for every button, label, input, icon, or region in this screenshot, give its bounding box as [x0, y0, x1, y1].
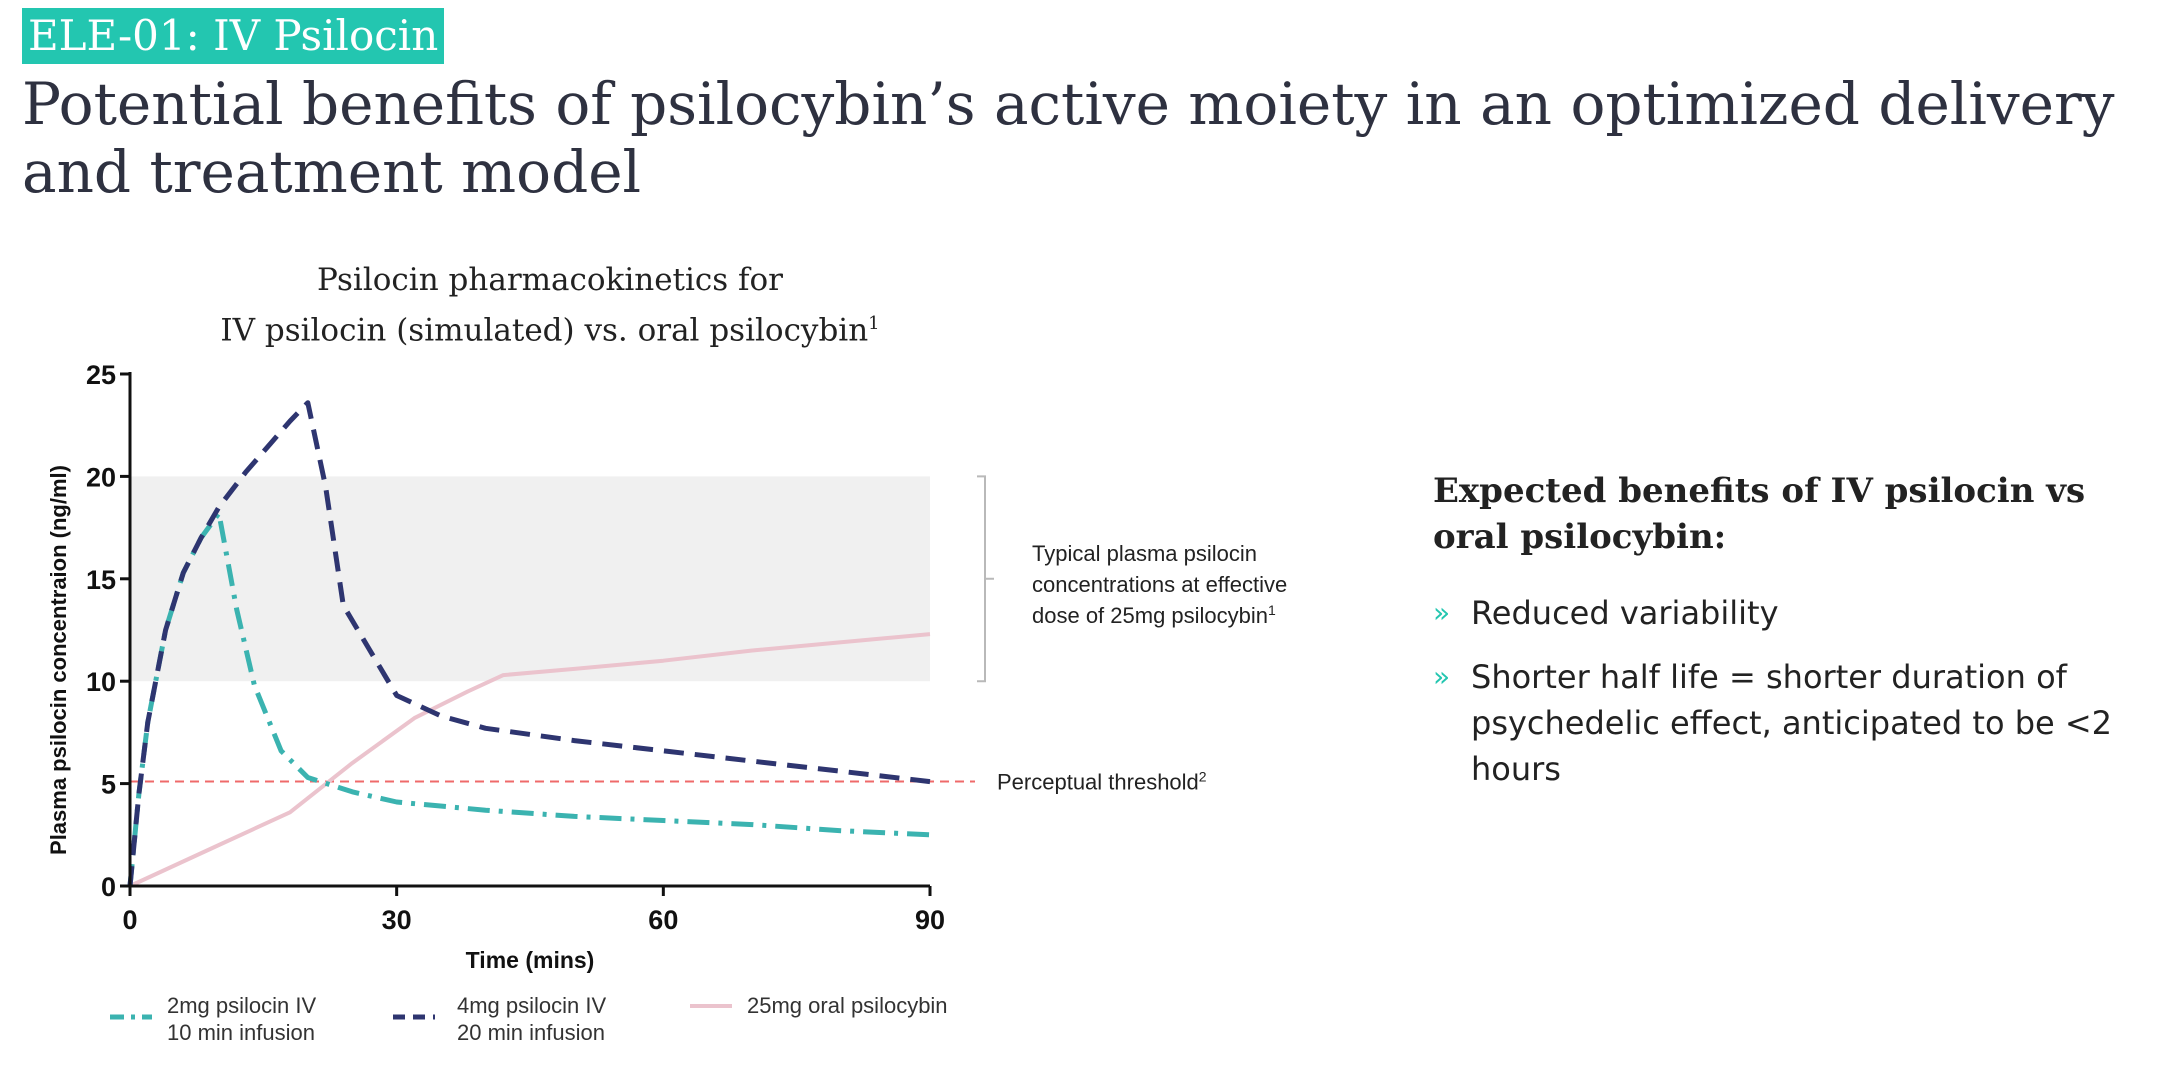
benefits-panel: Expected benefits of IV psilocin vs oral… [1433, 468, 2133, 810]
y-tick-label: 0 [101, 872, 116, 902]
x-tick-label: 30 [382, 905, 412, 935]
y-tick-label: 25 [86, 360, 116, 390]
y-axis-title: Plasma psilocin concentraion (ng/ml) [46, 465, 71, 855]
y-tick-label: 20 [86, 462, 116, 492]
benefits-list: » Reduced variability » Shorter half lif… [1433, 590, 2133, 792]
threshold-label: Perceptual threshold2 [997, 769, 1207, 795]
x-tick-label: 60 [648, 905, 678, 935]
legend-label-1-line-2: 20 min infusion [457, 1020, 605, 1045]
x-tick-label: 0 [122, 905, 137, 935]
legend-label-1: 4mg psilocin IV [457, 993, 607, 1018]
band-label-line: dose of 25mg psilocybin1 [1032, 602, 1276, 628]
benefits-heading: Expected benefits of IV psilocin vs oral… [1433, 468, 2133, 560]
legend-label-0: 2mg psilocin IV [167, 993, 317, 1018]
benefit-item: » Reduced variability [1433, 590, 2133, 636]
benefit-text: Reduced variability [1471, 594, 1779, 632]
band-label-line: concentrations at effective [1032, 572, 1287, 597]
pk-line-chart: Typical plasma psilocin concentrations at… [0, 0, 1400, 1070]
band-label-line: Typical plasma psilocin [1032, 541, 1257, 566]
legend-label-2: 25mg oral psilocybin [747, 993, 948, 1018]
x-tick-label: 90 [915, 905, 945, 935]
effective-range-band [130, 476, 930, 681]
chevron-bullet-icon: » [1433, 654, 1450, 700]
y-tick-label: 15 [86, 565, 116, 595]
legend-label-0-line-2: 10 min infusion [167, 1020, 315, 1045]
y-tick-label: 10 [86, 667, 116, 697]
band-bracket [977, 476, 994, 681]
benefit-item: » Shorter half life = shorter duration o… [1433, 654, 2133, 792]
x-axis-title: Time (mins) [466, 947, 595, 973]
chevron-bullet-icon: » [1433, 590, 1450, 636]
benefit-text: Shorter half life = shorter duration of … [1471, 658, 2112, 788]
y-tick-label: 5 [101, 770, 116, 800]
